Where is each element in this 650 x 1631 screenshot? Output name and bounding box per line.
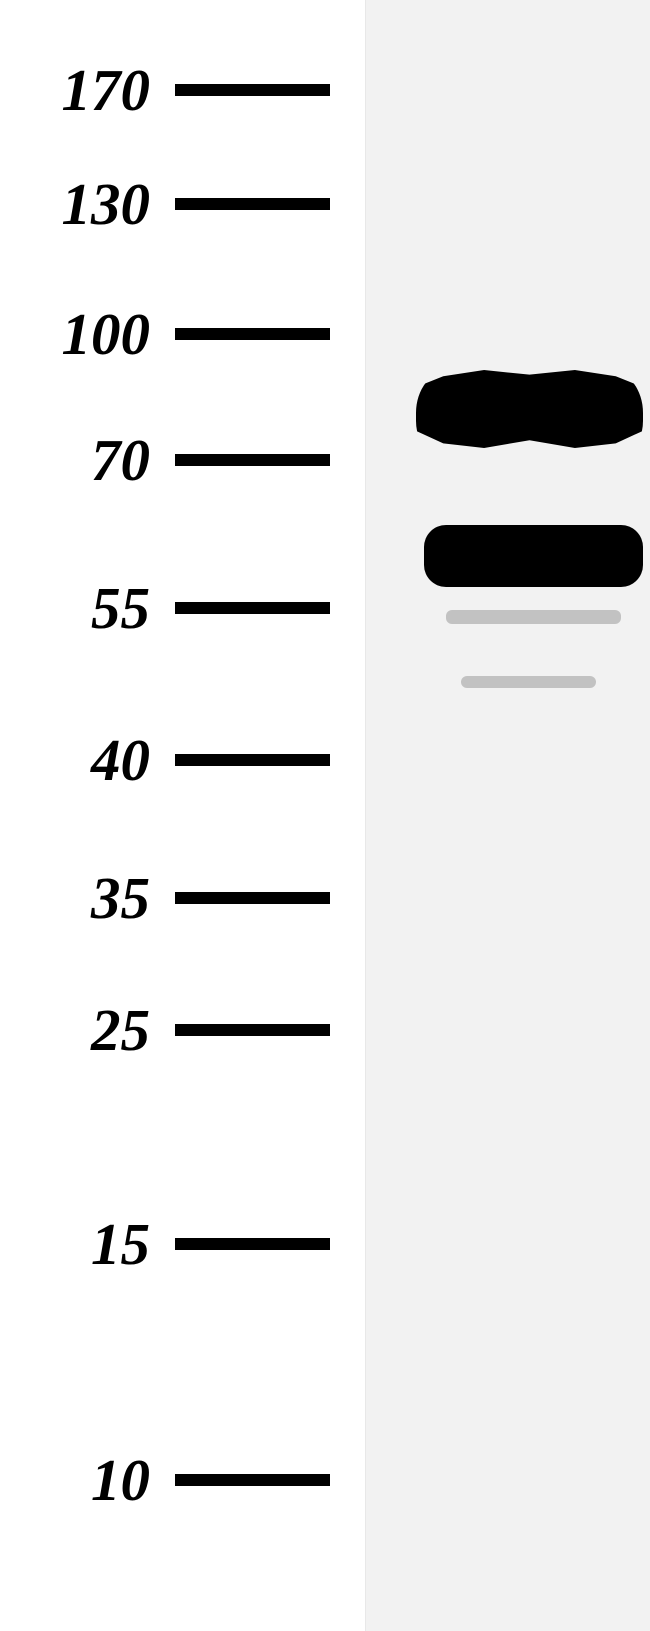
tick-15 xyxy=(175,1238,330,1250)
tick-10 xyxy=(175,1474,330,1486)
band-upper xyxy=(416,370,643,448)
mw-label-70: 70 xyxy=(0,431,150,490)
mw-label-130: 130 xyxy=(0,175,150,234)
tick-25 xyxy=(175,1024,330,1036)
blot-figure: 170 130 100 70 55 40 35 25 15 10 xyxy=(0,0,650,1631)
mw-label-100: 100 xyxy=(0,305,150,364)
mw-label-10: 10 xyxy=(0,1451,150,1510)
sample-lane xyxy=(365,0,650,1631)
tick-35 xyxy=(175,892,330,904)
tick-70 xyxy=(175,454,330,466)
mw-label-15: 15 xyxy=(0,1215,150,1274)
tick-170 xyxy=(175,84,330,96)
mw-label-170: 170 xyxy=(0,61,150,120)
tick-40 xyxy=(175,754,330,766)
mw-label-40: 40 xyxy=(0,731,150,790)
mw-label-55: 55 xyxy=(0,579,150,638)
mw-label-35: 35 xyxy=(0,869,150,928)
band-faint-1 xyxy=(446,610,621,624)
tick-100 xyxy=(175,328,330,340)
tick-130 xyxy=(175,198,330,210)
band-mid xyxy=(424,525,643,587)
band-faint-2 xyxy=(461,676,596,688)
tick-55 xyxy=(175,602,330,614)
mw-label-25: 25 xyxy=(0,1001,150,1060)
